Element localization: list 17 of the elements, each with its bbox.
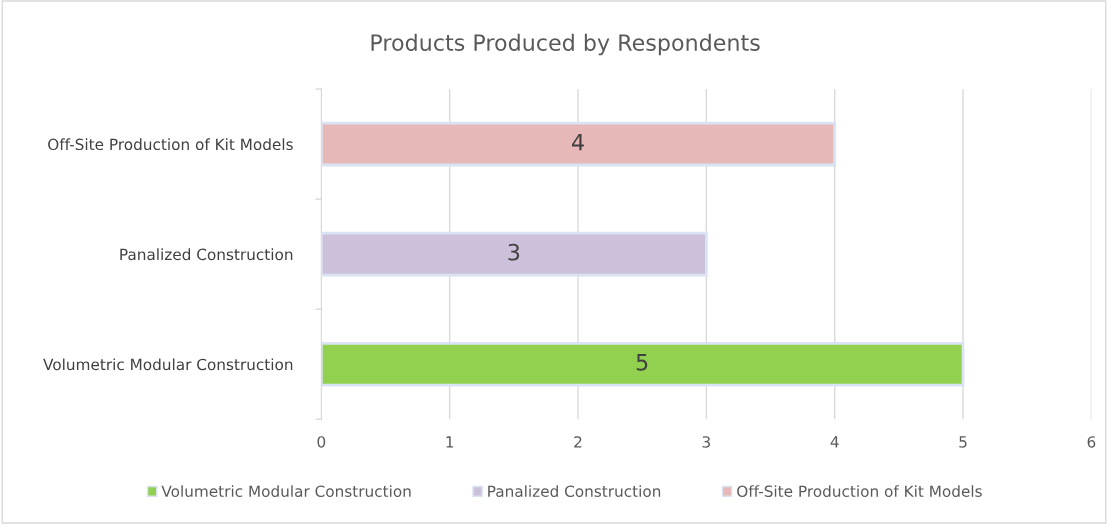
y-tick-label: Panalized Construction xyxy=(120,248,293,261)
chart-title: Products Produced by Respondents xyxy=(371,33,760,56)
legend-label: Volumetric Modular Construction xyxy=(161,485,411,497)
x-tick-label: 1 xyxy=(446,436,454,448)
x-tick-label: 6 xyxy=(1087,436,1096,448)
data-label: 5 xyxy=(636,354,648,371)
x-tick-label: 5 xyxy=(959,436,967,448)
legend-label: Panalized Construction xyxy=(488,485,661,497)
x-tick-label: 2 xyxy=(574,436,582,448)
data-label: 4 xyxy=(572,134,584,151)
data-label: 3 xyxy=(508,243,520,261)
x-tick-label: 4 xyxy=(830,436,839,448)
y-tick-label: Off-Site Production of Kit Models xyxy=(48,138,293,151)
x-tick-label: 3 xyxy=(702,436,710,448)
legend-label: Off-Site Production of Kit Models xyxy=(737,485,982,497)
y-tick-label: Volumetric Modular Construction xyxy=(43,358,293,371)
x-tick-label: 0 xyxy=(317,436,326,448)
